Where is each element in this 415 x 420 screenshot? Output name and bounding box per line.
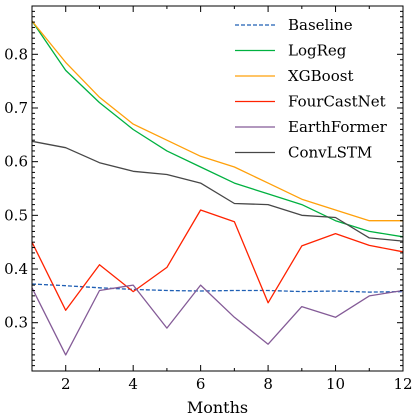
x-tick-label: 4: [128, 375, 138, 393]
y-tick-label: 0.6: [4, 153, 28, 171]
plot-frame: [31, 5, 404, 372]
x-axis-ticks: 2 4 6 8 10 12: [31, 6, 413, 393]
y-tick-label: 0.7: [4, 99, 28, 117]
y-tick-label: 0.4: [4, 260, 28, 278]
y-axis-ticks: 0.3 0.4 0.5 0.6 0.7 0.8: [4, 10, 403, 367]
y-tick-label: 0.3: [4, 314, 28, 332]
legend-label: EarthFormer: [288, 118, 388, 136]
x-tick-label: 8: [263, 375, 273, 393]
legend-label: Baseline: [288, 16, 353, 34]
x-tick-label: 6: [196, 375, 206, 393]
legend-label: FourCastNet: [288, 93, 386, 111]
plot-lines: [31, 20, 404, 356]
series-line-5: [31, 140, 404, 242]
x-tick-label: 2: [61, 375, 71, 393]
series-line-1: [31, 20, 404, 238]
series-line-4: [31, 284, 404, 356]
legend-label: XGBoost: [288, 67, 353, 85]
legend-label: LogReg: [288, 42, 347, 60]
series-line-0: [31, 283, 404, 293]
legend-label: ConvLSTM: [288, 144, 372, 162]
series-line-2: [31, 20, 403, 222]
series-line-3: [31, 209, 404, 311]
legend: Baseline LogReg XGBoost FourCastNet EarthFor…: [235, 16, 388, 162]
x-axis-label: Months: [187, 398, 248, 417]
y-tick-label: 0.5: [4, 206, 28, 224]
y-tick-label: 0.8: [4, 45, 28, 63]
x-tick-label: 10: [326, 375, 345, 393]
x-tick-label: 12: [393, 375, 412, 393]
